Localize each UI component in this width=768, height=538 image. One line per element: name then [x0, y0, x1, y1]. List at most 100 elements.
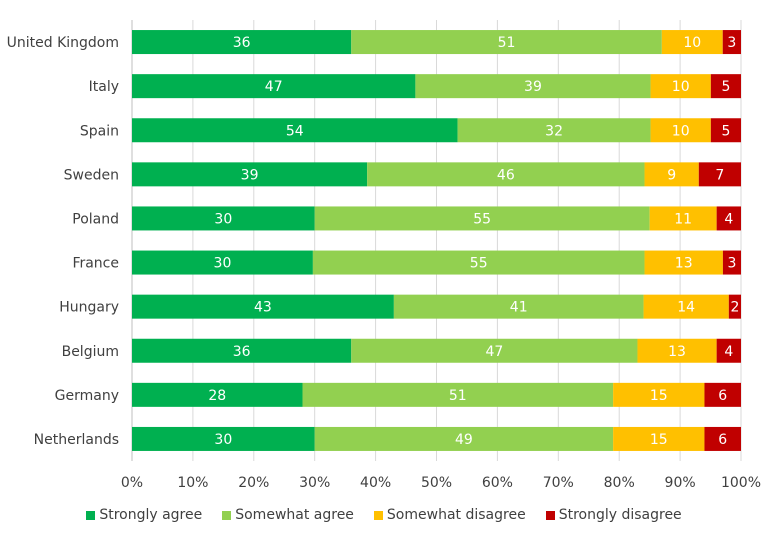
legend-swatch — [86, 510, 96, 520]
bar-segment — [613, 382, 705, 407]
x-tick-label: 80% — [604, 475, 635, 491]
legend-label: Somewhat agree — [235, 507, 354, 523]
bar-segment — [132, 30, 352, 55]
legend-swatch — [222, 510, 232, 520]
legend-item: Strongly disagree — [545, 507, 682, 523]
legend-swatch — [373, 510, 383, 520]
data-label: 3 — [727, 256, 736, 272]
legend-item: Somewhat disagree — [373, 507, 526, 523]
bar-segment — [637, 338, 717, 363]
bar-segment — [132, 118, 458, 143]
bar-segment — [351, 338, 638, 363]
data-label: 10 — [672, 123, 690, 139]
data-label: 10 — [672, 79, 690, 95]
data-label: 36 — [233, 35, 251, 51]
data-label: 36 — [233, 344, 251, 360]
data-label: 15 — [650, 432, 668, 448]
data-label: 55 — [473, 211, 491, 227]
bar-segment — [716, 206, 741, 231]
category-label: Hungary — [59, 300, 119, 316]
legend-item: Strongly agree — [86, 507, 202, 523]
data-label: 6 — [718, 388, 727, 404]
data-label: 51 — [498, 35, 516, 51]
data-label: 46 — [497, 167, 515, 183]
category-label: Germany — [55, 388, 119, 404]
bar-segment — [722, 250, 741, 275]
bar-segment — [716, 338, 741, 363]
bar-segment — [722, 30, 741, 55]
bar-segment — [710, 118, 741, 143]
data-label: 13 — [675, 256, 693, 272]
data-label: 14 — [677, 300, 695, 316]
bar-segment — [650, 118, 711, 143]
data-label: 54 — [286, 123, 304, 139]
data-label: 51 — [449, 388, 467, 404]
x-tick-label: 0% — [121, 475, 143, 491]
bar-segment — [312, 250, 645, 275]
bar-segment — [698, 162, 741, 187]
bar-segment — [710, 74, 741, 99]
data-label: 41 — [510, 300, 528, 316]
data-label: 4 — [724, 211, 733, 227]
data-label: 7 — [715, 167, 724, 183]
x-tick-label: 90% — [665, 475, 696, 491]
bar-segment — [728, 294, 741, 319]
x-tick-label: 20% — [238, 475, 269, 491]
bar-segment — [644, 162, 699, 187]
legend-label: Strongly agree — [99, 507, 203, 523]
category-label: France — [72, 256, 119, 272]
category-label: Spain — [80, 123, 119, 139]
chart: 0% 10% 20% 30% 40% 50% 60% 70% 80% 90% 100% United … — [7, 20, 761, 491]
legend-item: Somewhat agree — [222, 507, 354, 523]
legend: Strongly agree Somewhat agree Somewhat dis… — [0, 504, 768, 526]
bar-segment — [351, 30, 662, 55]
data-label: 4 — [724, 344, 733, 360]
x-tick-label: 40% — [360, 475, 391, 491]
category-label: Italy — [89, 79, 119, 95]
data-label: 3 — [727, 35, 736, 51]
bar-segment — [650, 74, 711, 99]
bar-segment — [704, 382, 741, 407]
data-label: 2 — [730, 300, 739, 316]
data-label: 13 — [668, 344, 686, 360]
data-label: 30 — [214, 211, 232, 227]
bar-segment — [132, 338, 352, 363]
bar-segment — [457, 118, 651, 143]
data-label: 5 — [721, 79, 730, 95]
x-tick-label: 60% — [482, 475, 513, 491]
bar-segment — [393, 294, 644, 319]
data-label: 11 — [674, 211, 692, 227]
bar-segment — [643, 294, 729, 319]
bar-segment — [314, 206, 650, 231]
data-label: 55 — [470, 256, 488, 272]
data-label: 32 — [545, 123, 563, 139]
category-label: Poland — [72, 211, 119, 227]
data-label: 30 — [214, 432, 232, 448]
x-tick-label: 10% — [177, 475, 208, 491]
bar-segment — [649, 206, 717, 231]
bar-segment — [661, 30, 723, 55]
data-label: 28 — [208, 388, 226, 404]
data-label: 9 — [667, 167, 676, 183]
bar-segment — [367, 162, 645, 187]
bar-segment — [704, 426, 741, 451]
category-label: Belgium — [62, 344, 119, 360]
data-label: 39 — [524, 79, 542, 95]
category-label: Netherlands — [34, 432, 119, 448]
bar-segment — [132, 294, 394, 319]
data-label: 47 — [265, 79, 283, 95]
bar-segment — [132, 206, 315, 231]
x-tick-label: 30% — [299, 475, 330, 491]
bar-segment — [302, 382, 614, 407]
data-label: 30 — [214, 256, 232, 272]
data-label: 10 — [683, 35, 701, 51]
bar-segment — [132, 250, 313, 275]
bar-segment — [613, 426, 705, 451]
bar-segment — [132, 74, 416, 99]
x-tick-label: 50% — [421, 475, 452, 491]
x-tick-label: 70% — [543, 475, 574, 491]
bar-segment — [314, 426, 614, 451]
data-label: 49 — [455, 432, 473, 448]
data-label: 6 — [718, 432, 727, 448]
data-label: 15 — [650, 388, 668, 404]
